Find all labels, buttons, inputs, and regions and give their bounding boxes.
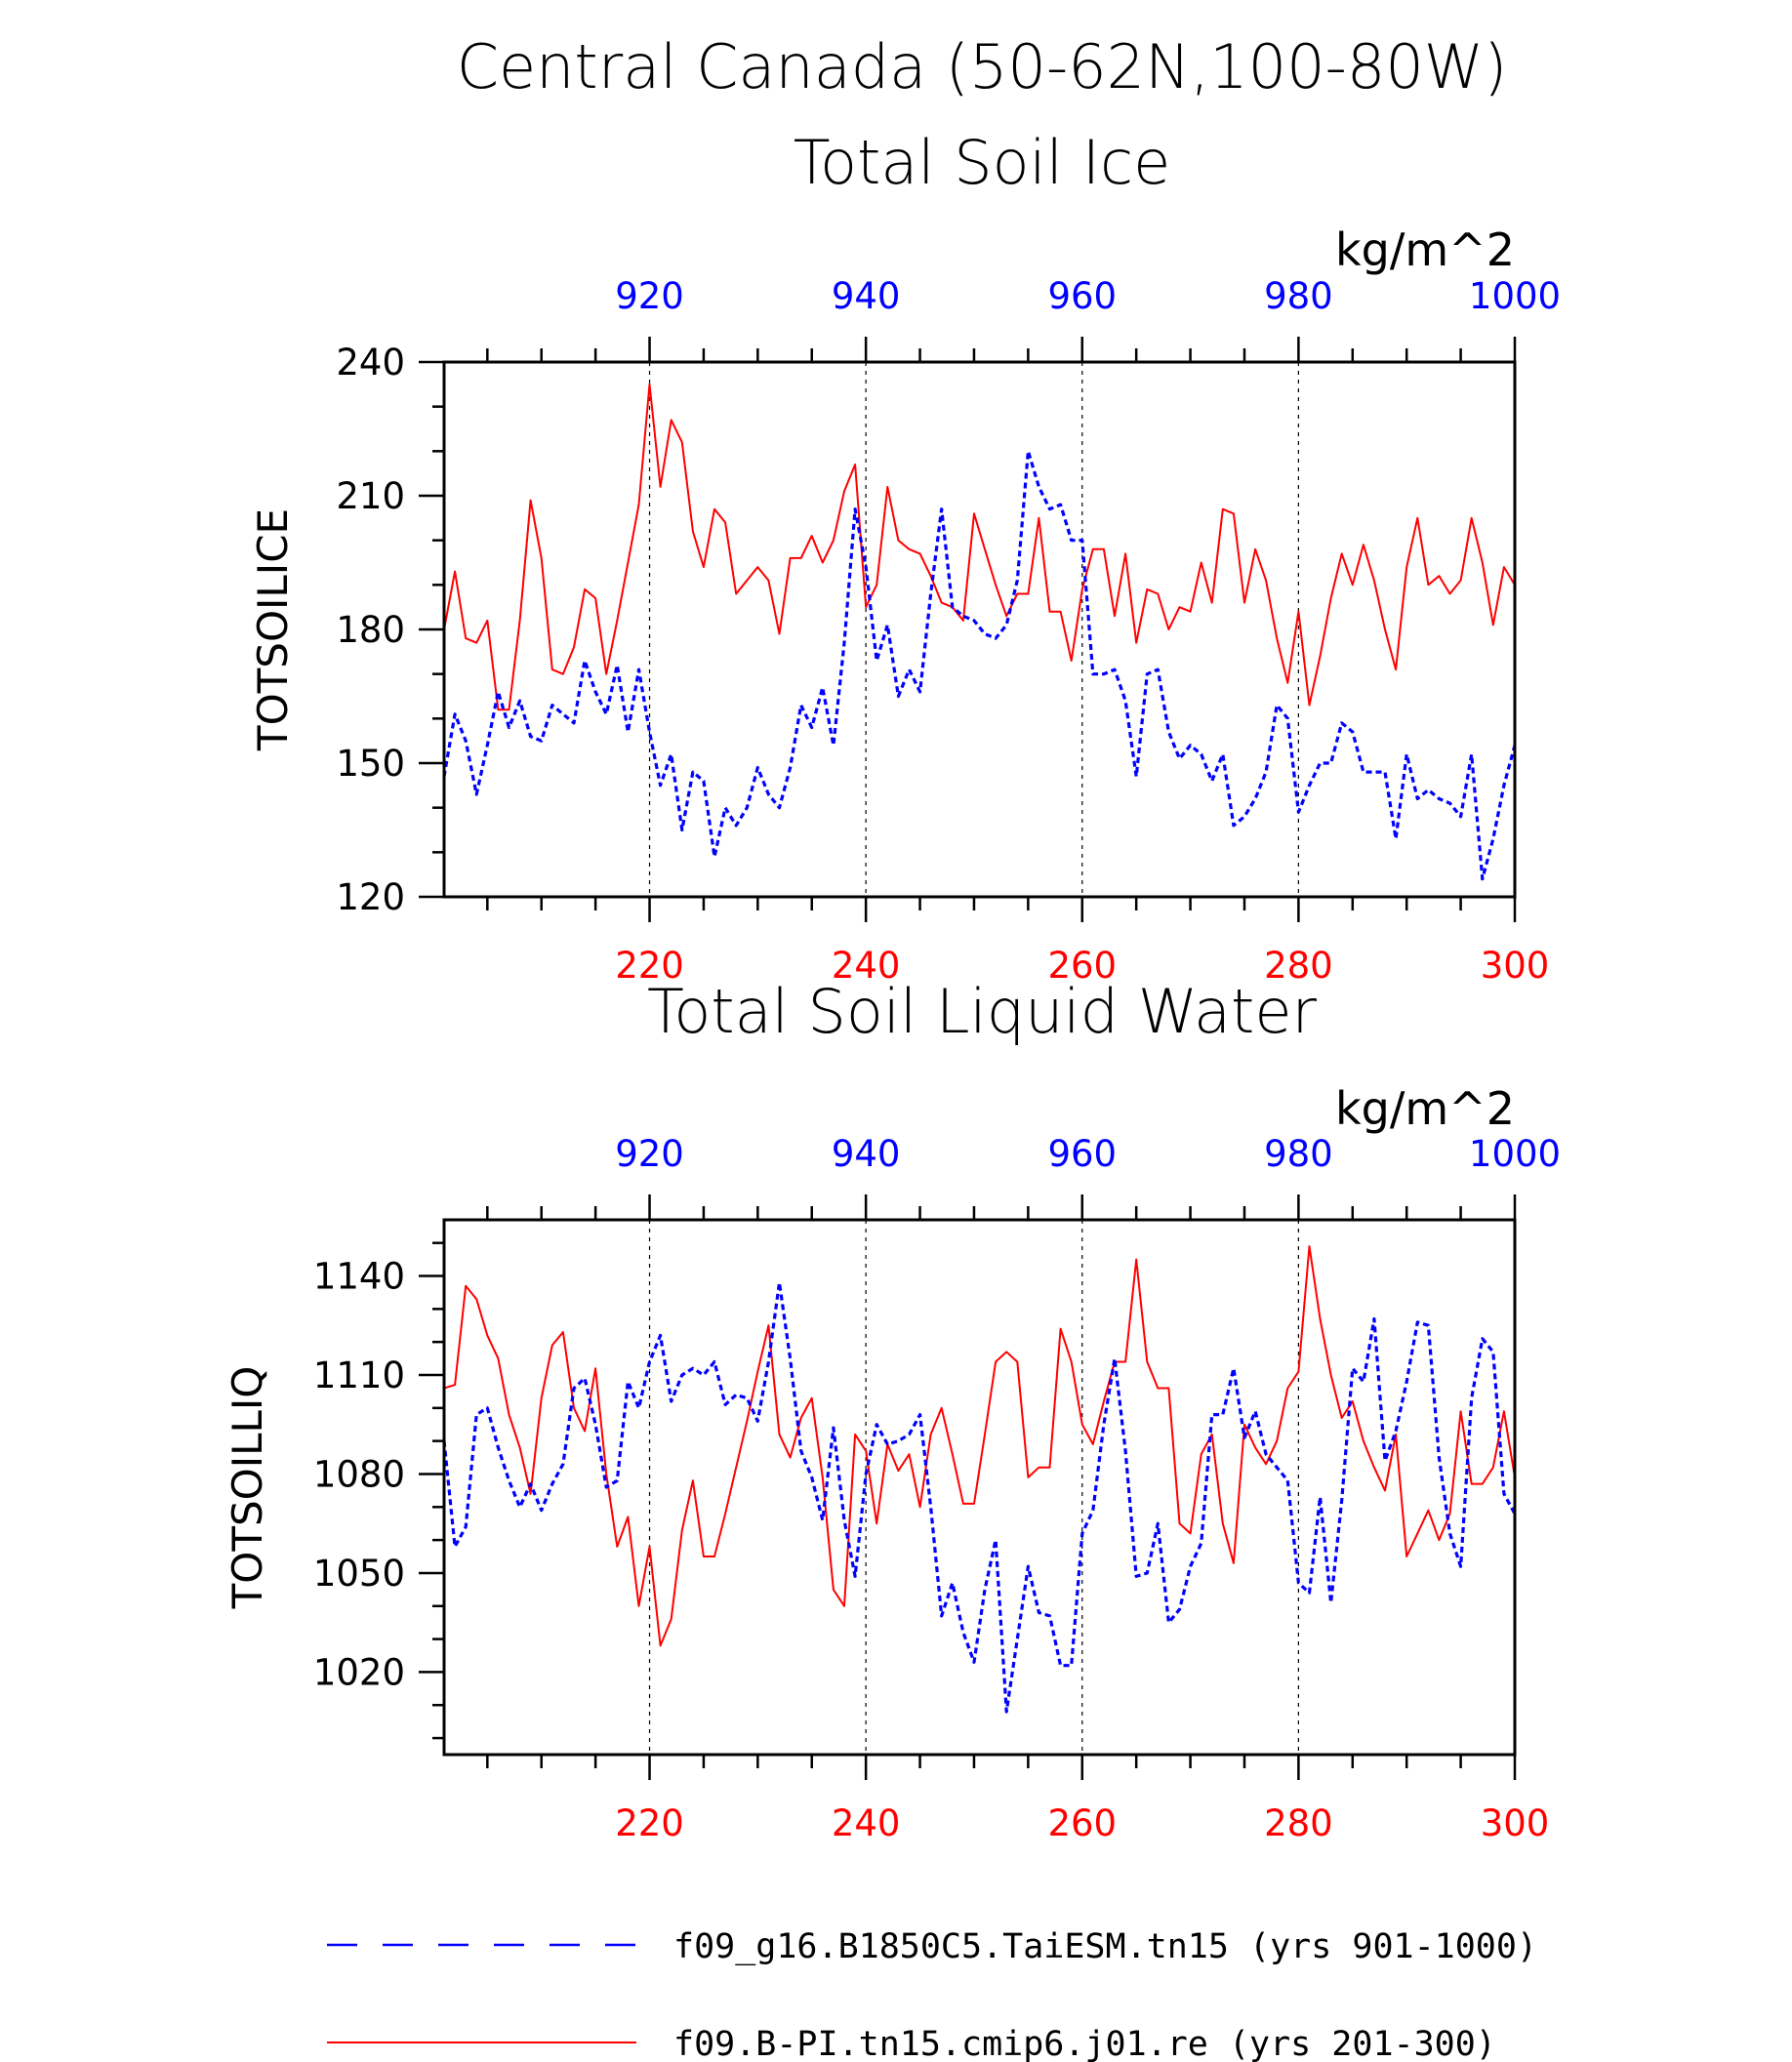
panel-total-soil-liquid-water: Total Soil Liquid Water kg/m^2 TOTSOILLIQ 1… <box>224 976 1561 1844</box>
x-top-tick-label: 960 <box>1047 1133 1117 1175</box>
panel-total-soil-ice: Total Soil Ice kg/m^2 TOTSOILICE 120 150 180 2… <box>249 127 1561 987</box>
plot-frame <box>442 1218 1517 1757</box>
y-tick-label: 180 <box>336 609 405 651</box>
x-bottom-tick-label: 240 <box>832 1802 901 1844</box>
x-bottom-tick-label: 280 <box>1264 1802 1333 1844</box>
x-bottom-tick-label: 220 <box>615 945 684 987</box>
y-tick-label: 1080 <box>313 1453 405 1495</box>
y-tick-label: 1110 <box>313 1354 405 1396</box>
x-bottom-tick-label: 280 <box>1264 945 1333 987</box>
legend-label-red: f09.B-PI.tn15.cmip6.j01.re (yrs 201-300) <box>673 2025 1496 2062</box>
x-top-tick-label: 1000 <box>1469 1133 1561 1175</box>
series-line-blue <box>444 449 1515 881</box>
x-top-tick-label: 920 <box>615 275 684 317</box>
x-bottom-tick-label: 300 <box>1481 945 1550 987</box>
panel-title: Total Soil Liquid Water <box>647 976 1317 1047</box>
x-top-tick-label: 1000 <box>1469 275 1561 317</box>
y-axis-label: TOTSOILLIQ <box>224 1366 271 1610</box>
x-bottom-tick-label: 240 <box>832 945 901 987</box>
panel-title: Total Soil Ice <box>794 127 1170 198</box>
series-line-blue <box>444 1280 1515 1714</box>
figure-title: Central Canada (50-62N,100-80W) <box>457 31 1508 102</box>
legend-label-blue: f09_g16.B1850C5.TaiESM.tn15 (yrs 901-100… <box>673 1927 1537 1966</box>
x-top-tick-label: 980 <box>1264 1133 1333 1175</box>
series-line-red <box>444 1245 1515 1647</box>
x-bottom-tick-label: 300 <box>1481 1802 1550 1844</box>
x-top-tick-label: 940 <box>832 275 901 317</box>
y-tick-label: 150 <box>336 743 405 785</box>
x-top-tick-label: 960 <box>1047 275 1117 317</box>
y-tick-label: 210 <box>336 475 405 517</box>
units-label: kg/m^2 <box>1335 223 1515 276</box>
x-top-tick-label: 980 <box>1264 275 1333 317</box>
y-tick-label: 120 <box>336 876 405 918</box>
x-bottom-tick-label: 220 <box>615 1802 684 1844</box>
x-bottom-tick-label: 260 <box>1047 945 1117 987</box>
y-tick-label: 1140 <box>313 1256 405 1298</box>
legend: f09_g16.B1850C5.TaiESM.tn15 (yrs 901-100… <box>327 1927 1537 2062</box>
y-axis-label: TOTSOILICE <box>249 508 297 751</box>
units-label: kg/m^2 <box>1335 1082 1515 1135</box>
x-top-tick-label: 940 <box>832 1133 901 1175</box>
x-top-tick-label: 920 <box>615 1133 684 1175</box>
y-tick-label: 1020 <box>313 1651 405 1693</box>
x-bottom-tick-label: 260 <box>1047 1802 1117 1844</box>
y-tick-label: 1050 <box>313 1553 405 1595</box>
y-tick-label: 240 <box>336 342 405 384</box>
series-line-red <box>444 383 1515 711</box>
